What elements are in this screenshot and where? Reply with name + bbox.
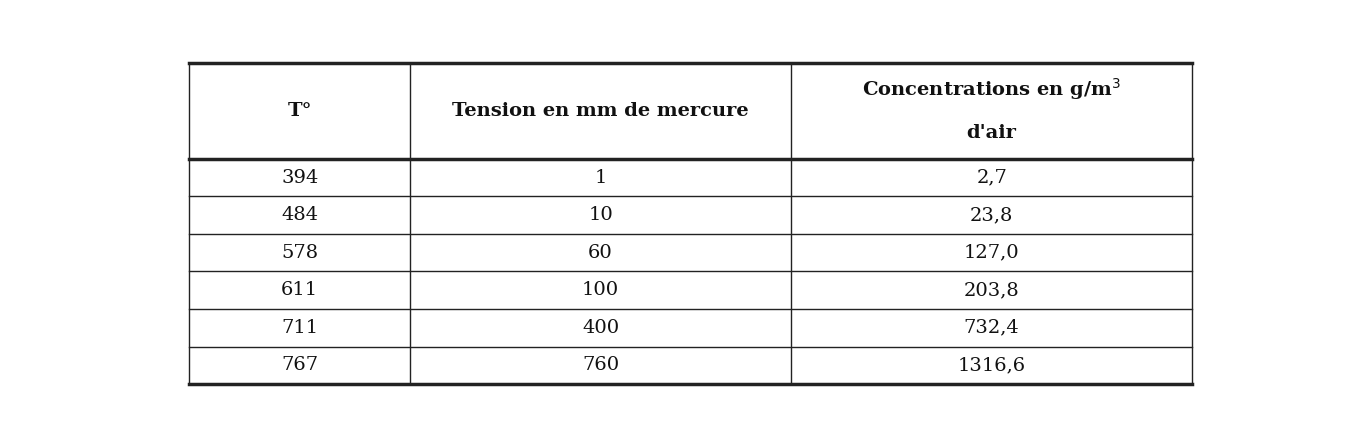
Text: 611: 611 bbox=[282, 281, 318, 299]
Text: 23,8: 23,8 bbox=[971, 206, 1014, 224]
Text: 2,7: 2,7 bbox=[976, 169, 1007, 187]
Text: 60: 60 bbox=[588, 244, 613, 262]
Text: 711: 711 bbox=[282, 319, 318, 337]
Text: Tension en mm de mercure: Tension en mm de mercure bbox=[453, 102, 749, 120]
Text: 127,0: 127,0 bbox=[964, 244, 1019, 262]
Text: 1316,6: 1316,6 bbox=[957, 356, 1026, 374]
Text: 1: 1 bbox=[594, 169, 607, 187]
Text: 10: 10 bbox=[588, 206, 613, 224]
Text: 484: 484 bbox=[282, 206, 318, 224]
Text: 578: 578 bbox=[282, 244, 318, 262]
Text: 394: 394 bbox=[280, 169, 318, 187]
Text: 760: 760 bbox=[582, 356, 619, 374]
Text: 732,4: 732,4 bbox=[964, 319, 1019, 337]
Text: 100: 100 bbox=[582, 281, 619, 299]
Text: Concentrations en g/m$^3$: Concentrations en g/m$^3$ bbox=[863, 76, 1122, 102]
Text: 203,8: 203,8 bbox=[964, 281, 1019, 299]
Text: 767: 767 bbox=[282, 356, 318, 374]
Text: d'air: d'air bbox=[967, 124, 1016, 142]
Text: T°: T° bbox=[287, 102, 311, 120]
Text: 400: 400 bbox=[582, 319, 619, 337]
